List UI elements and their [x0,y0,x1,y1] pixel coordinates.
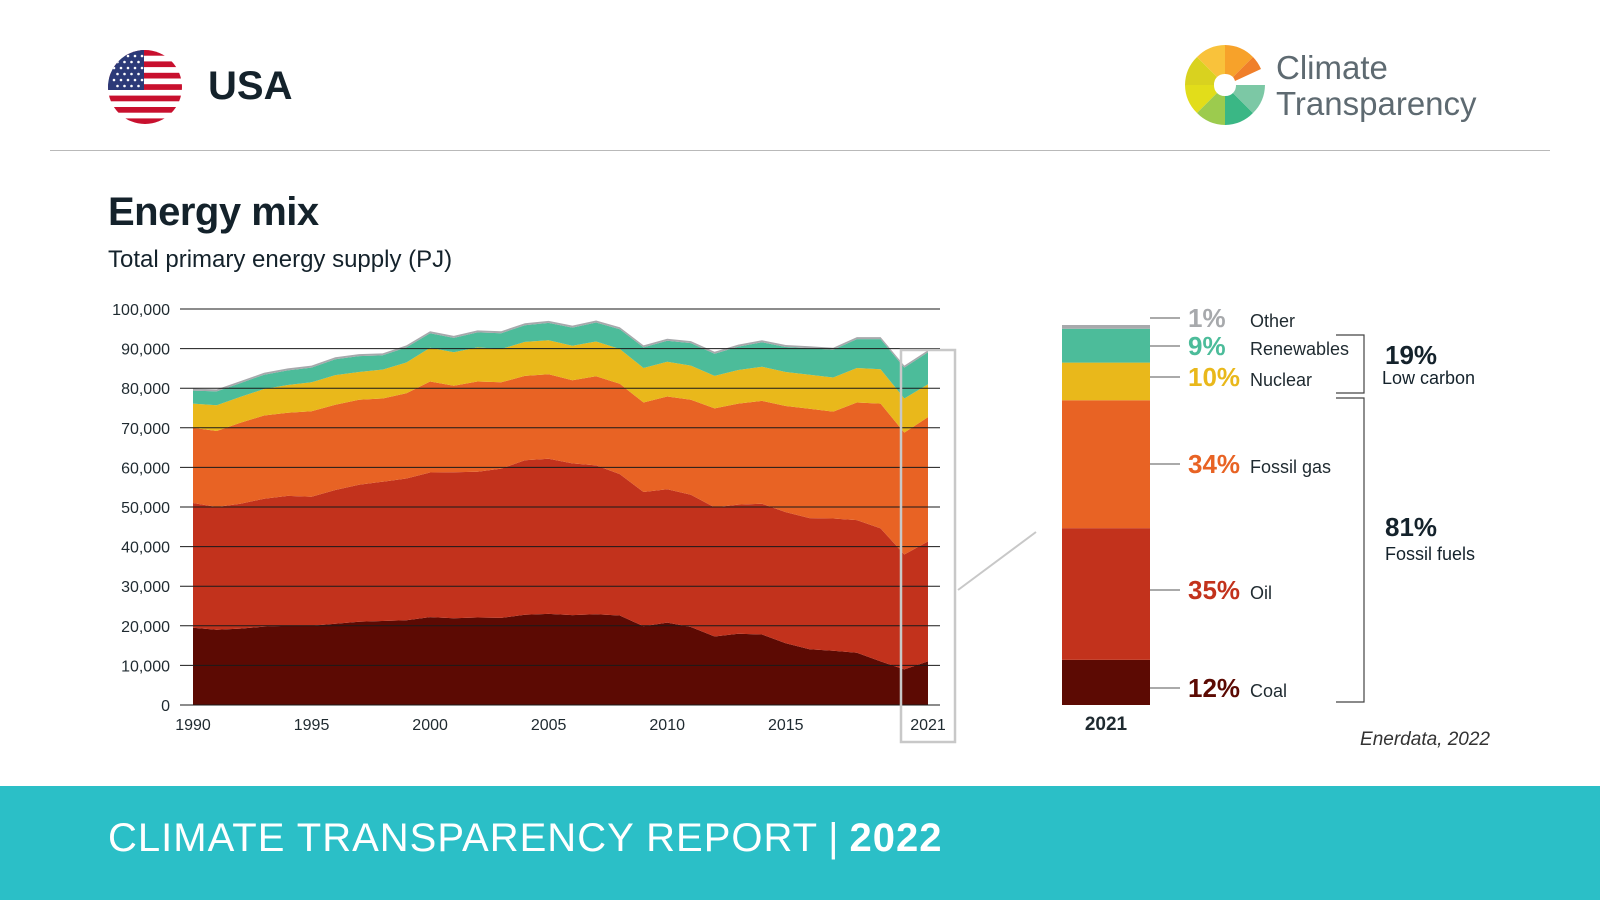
y-tick-label: 80,000 [121,381,170,398]
area-series-renewables [193,322,928,406]
y-tick-label: 100,000 [112,302,170,319]
bar-segment-coal [1062,659,1150,705]
y-tick-label: 20,000 [121,619,170,636]
x-tick-label: 1995 [294,717,330,734]
x-tick-label: 2010 [649,717,685,734]
brand-line-2: Transparency [1276,85,1477,122]
footer-bar: CLIMATE TRANSPARENCY REPORT | 2022 [0,786,1600,900]
group-label-low-carbon: Low carbon [1382,368,1475,388]
bar-percent-other: 1% [1188,303,1226,333]
group-label-fossil-fuels: Fossil fuels [1385,544,1475,564]
y-tick-label: 40,000 [121,540,170,557]
highlight-2021-box [899,348,957,744]
bar-category-label: 2021 [1085,714,1128,735]
usa-flag-icon [108,50,182,124]
y-tick-label: 60,000 [121,460,170,477]
area-series-oil [193,458,928,670]
y-tick-label: 0 [161,698,170,715]
energy-mix-chart: 0 10,000 20,000 30,000 40,000 50,000 60,000 70,… [112,302,1475,744]
x-tick-label: 1990 [175,717,211,734]
bar-percent-coal: 12% [1188,673,1240,703]
y-tick-label: 90,000 [121,342,170,359]
y-tick-label: 10,000 [121,658,170,675]
bar-label-other: Other [1250,311,1295,331]
bar-segment-renewables [1062,328,1150,363]
bar-percent-gas: 34% [1188,449,1240,479]
x-tick-label: 2005 [531,717,567,734]
footer-separator: | [828,816,840,860]
bracket-fossil-fuels [1336,397,1365,703]
area-series-nuclear [193,340,928,433]
bar-label-gas: Fossil gas [1250,457,1331,477]
area-series-gas [193,374,928,555]
brand-line-1: Climate [1276,49,1388,86]
source-note: Enerdata, 2022 [1360,729,1490,750]
bar-percent-renewables: 9% [1188,331,1226,361]
highlight-connector-line [957,531,1037,591]
bar-label-renewables: Renewables [1250,339,1349,359]
group-percent-low-carbon: 19% [1385,340,1437,370]
brand-name: Climate Transparency [1276,50,1477,122]
bar-segment-other [1062,325,1150,329]
x-tick-label: 2021 [910,717,946,734]
bar-segment-oil [1062,528,1150,660]
climate-transparency-logo-icon [1185,45,1265,125]
footer-title: CLIMATE TRANSPARENCY REPORT | 2022 [108,816,942,861]
bar-label-oil: Oil [1250,583,1272,603]
x-tick-label: 2000 [412,717,448,734]
header-divider [50,150,1550,151]
bar-percent-nuclear: 10% [1188,362,1240,392]
area-series-coal [193,613,928,705]
x-tick-label: 2015 [768,717,804,734]
y-tick-label: 50,000 [121,500,170,517]
bar-percent-oil: 35% [1188,575,1240,605]
section-title: Energy mix [108,190,319,234]
footer-report-label: CLIMATE TRANSPARENCY REPORT [108,816,819,860]
country-name: USA [208,64,293,108]
bar-label-coal: Coal [1250,681,1287,701]
footer-year: 2022 [849,816,943,860]
group-percent-fossil-fuels: 81% [1385,512,1437,542]
section-subtitle: Total primary energy supply (PJ) [108,246,453,273]
bar-segment-nuclear [1062,362,1150,401]
bar-segment-gas [1062,400,1150,529]
bracket-low-carbon [1336,334,1365,394]
bar-label-nuclear: Nuclear [1250,370,1312,390]
y-tick-label: 30,000 [121,579,170,596]
y-tick-label: 70,000 [121,421,170,438]
